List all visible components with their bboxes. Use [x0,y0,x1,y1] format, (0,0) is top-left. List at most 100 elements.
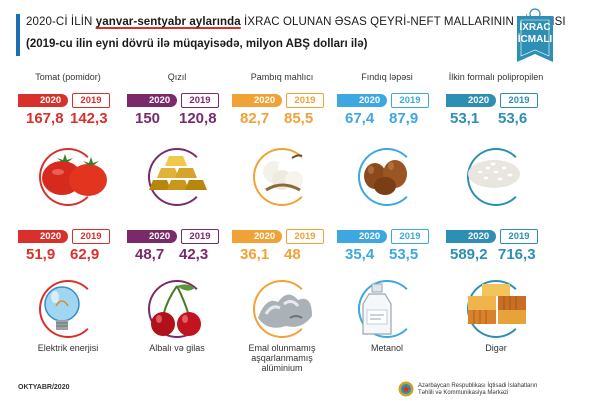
polypropylene-icon [466,150,522,195]
page-subtitle: (2019-cu ilin eyni dövrü ilə müqayisədə,… [26,38,368,50]
year-2019-label: 2019 [72,93,110,108]
value-2019: 53,6 [498,110,528,127]
product-card: Metanol 2020 2019 35,4 53,5 [337,228,437,378]
year-2020-bar [337,94,387,107]
header-accent-bar [16,14,20,56]
year-2020-bar [18,230,68,243]
value-2020: 167,8 [26,110,64,127]
product-card: Qızıl 2020 2019 150 120,8 [127,72,227,222]
year-2020-label: 2020 [254,95,276,106]
methanol-bottle-icon [357,282,397,343]
state-emblem-icon [398,381,414,397]
hazelnut-icon [357,150,417,201]
product-name: Albalı və gilas [149,343,205,353]
value-2019: 120,8 [179,110,217,127]
page-title: 2020-Cİ İLİN yanvar-sentyabr aylarında İ… [26,16,566,28]
org-line1: Azərbaycan Respublikası İqtisadi İslahat… [418,383,538,389]
value-2019: 53,5 [389,246,419,263]
year-2020-bar [127,94,177,107]
product-circle [358,148,416,206]
year-2019-label: 2019 [181,229,219,244]
product-name: Elektrik enerjisi [37,343,99,353]
year-2020-bar [446,94,496,107]
year-2020-bar [446,230,496,243]
value-2019: 85,5 [284,110,314,127]
year-2020-bar [18,94,68,107]
product-circle [253,280,311,338]
title-highlight: yanvar-sentyabr aylarında [95,16,241,28]
value-2020: 82,7 [240,110,270,127]
year-2020-label: 2020 [468,231,490,242]
product-name: Qızıl [167,72,187,82]
year-2020-label: 2020 [254,231,276,242]
product-card: Pambıq mahlıcı 2020 2019 82,7 85,5 [232,72,332,222]
product-card: Albalı və gilas 2020 2019 48,7 42,3 [127,228,227,378]
product-name: Fındıq ləpəsi [361,72,413,82]
product-circle [467,148,525,206]
badge-line2: İCMALI [517,34,553,45]
year-2020-bar [232,230,282,243]
product-card: Elektrik enerjisi 2020 2019 51,9 62,9 [18,228,118,378]
lightbulb-icon [38,282,90,343]
product-name: İlkin formalı polipropilen [448,72,544,82]
value-2019: 48 [284,246,301,263]
value-2019: 62,9 [70,246,100,263]
product-circle [148,280,206,338]
year-2019-label: 2019 [391,229,429,244]
year-2019-label: 2019 [286,229,324,244]
year-2019-label: 2019 [500,93,538,108]
value-2020: 36,1 [240,246,270,263]
product-card: İlkin formalı polipropilen 2020 2019 53,… [446,72,546,222]
year-2020-label: 2020 [468,95,490,106]
product-circle [148,148,206,206]
value-2019: 716,3 [498,246,536,263]
product-circle [39,280,97,338]
export-review-badge: İXRAC İCMALI [512,8,558,66]
tomato-icon [38,150,114,203]
year-2019-label: 2019 [500,229,538,244]
value-2020: 67,4 [345,110,375,127]
product-circle [358,280,416,338]
product-circle [253,148,311,206]
title-prefix: 2020-Cİ İLİN [26,16,96,28]
value-2020: 150 [135,110,161,127]
value-2020: 48,7 [135,246,165,263]
product-name: Pambıq mahlıcı [250,72,314,82]
year-2019-label: 2019 [286,93,324,108]
year-2020-label: 2020 [359,231,381,242]
year-2019-label: 2019 [181,93,219,108]
badge-line1: İXRAC [519,22,551,33]
year-2019-label: 2019 [72,229,110,244]
product-name: Metanol [370,343,404,353]
cotton-icon [252,150,312,203]
year-2020-label: 2020 [149,231,171,242]
value-2020: 51,9 [26,246,56,263]
badge-ribbon-icon [517,8,553,62]
organization-name: Azərbaycan Respublikası İqtisadi İslahat… [418,383,537,397]
gold-bars-icon [147,150,207,199]
year-2019-label: 2019 [391,93,429,108]
year-2020-label: 2020 [359,95,381,106]
year-2020-bar [337,230,387,243]
product-card: Emal olunmamış aşqarlanmamış alüminium 2… [232,228,332,378]
containers-icon [466,282,530,339]
product-card: Fındıq ləpəsi 2020 2019 67,4 87,9 [337,72,437,222]
value-2020: 35,4 [345,246,375,263]
product-name: Emal olunmamış aşqarlanmamış alüminium [248,343,316,373]
value-2019: 142,3 [70,110,108,127]
product-name: Digər [485,343,507,353]
year-2020-label: 2020 [40,231,62,242]
product-circle [39,148,97,206]
product-name: Tomat (pomidor) [35,72,101,82]
value-2020: 53,1 [450,110,480,127]
year-2020-label: 2020 [149,95,171,106]
value-2019: 42,3 [179,246,209,263]
value-2020: 589,2 [450,246,488,263]
aluminium-icon [252,282,316,337]
cherry-icon [147,282,207,343]
product-card: Tomat (pomidor) 2020 2019 167,8 142,3 [18,72,118,222]
report-date: OKTYABR/2020 [18,384,70,391]
product-card: Digər 2020 2019 589,2 716,3 [446,228,546,378]
year-2020-bar [232,94,282,107]
value-2019: 87,9 [389,110,419,127]
